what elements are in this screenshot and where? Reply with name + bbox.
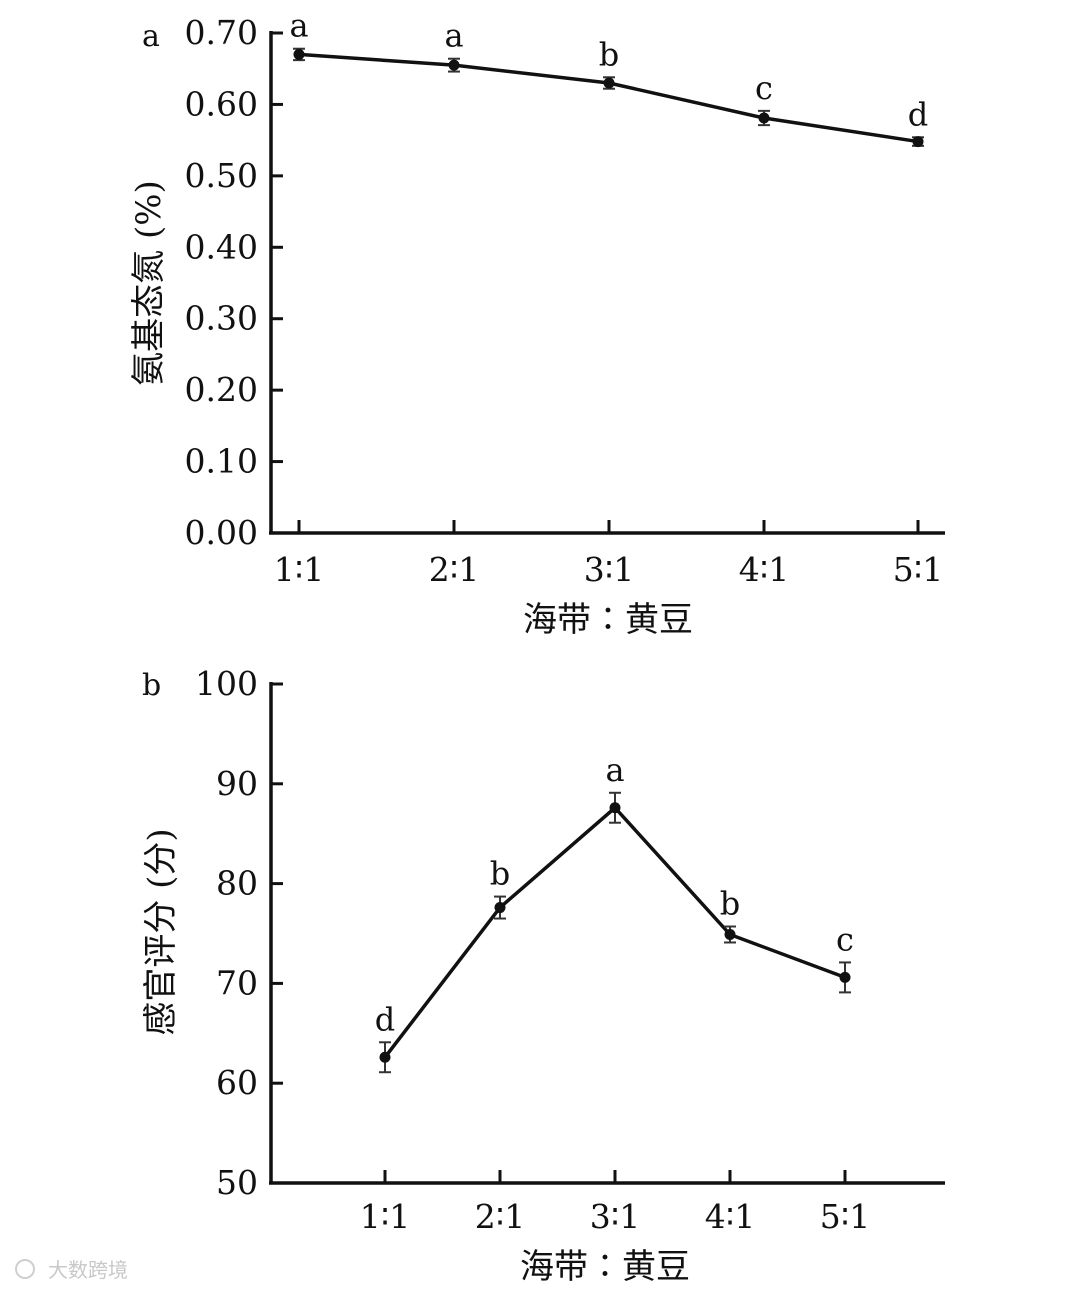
watermark-logo-icon xyxy=(15,1259,35,1279)
x-tick-label: 1∶1 xyxy=(360,1197,411,1236)
x-tick-label: 4∶1 xyxy=(705,1197,756,1236)
panel-label-a: a xyxy=(142,19,160,54)
x-tick-label: 1∶1 xyxy=(274,550,325,589)
data-point xyxy=(448,59,460,71)
significance-label: b xyxy=(490,855,510,893)
y-tick-label: 80 xyxy=(216,864,258,903)
x-tick-label: 2∶1 xyxy=(429,550,480,589)
significance-label: d xyxy=(908,95,928,133)
x-axis-title-a: 海带∶黄豆 xyxy=(523,600,693,640)
significance-label: c xyxy=(755,69,773,107)
y-axis-title-a: 氨基态氮 (%) xyxy=(129,180,169,386)
y-tick-label: 0.20 xyxy=(185,370,258,409)
x-tick-label: 3∶1 xyxy=(584,550,635,589)
significance-label: a xyxy=(444,17,463,55)
y-tick-label: 0.30 xyxy=(185,299,258,338)
y-tick-label: 60 xyxy=(216,1063,258,1102)
y-tick-label: 0.50 xyxy=(185,156,258,195)
significance-label: d xyxy=(375,1000,395,1038)
data-point xyxy=(758,112,770,124)
significance-label: c xyxy=(836,920,854,958)
data-point xyxy=(379,1051,391,1063)
watermark-text: 大数跨境 xyxy=(48,1258,128,1282)
x-tick-label: 4∶1 xyxy=(739,550,790,589)
data-point xyxy=(724,928,736,940)
panel-label-b: b xyxy=(142,668,161,703)
x-tick-label: 5∶1 xyxy=(820,1197,871,1236)
data-point xyxy=(494,902,506,914)
x-axis-title-b: 海带∶黄豆 xyxy=(520,1247,690,1287)
significance-label: a xyxy=(289,7,308,45)
y-tick-label: 0.10 xyxy=(185,442,258,481)
significance-label: b xyxy=(720,885,740,923)
chart-panel-b: b 感官评分 (分) 海带∶黄豆 50 60 70 80 90 100 1∶1 2∶1 3∶1 4… xyxy=(141,664,945,1287)
x-tick-label: 3∶1 xyxy=(590,1197,641,1236)
chart-panel-a: a 氨基态氮 (%) 海带∶黄豆 0.00 0.10 0.20 0.30 0.40 0.5… xyxy=(129,7,945,640)
x-tick-label: 5∶1 xyxy=(893,550,944,589)
y-tick-label: 0.00 xyxy=(185,513,258,552)
watermark: 大数跨境 xyxy=(15,1258,128,1282)
data-point xyxy=(293,48,305,60)
data-point xyxy=(912,136,924,148)
y-tick-label: 0.40 xyxy=(185,227,258,266)
y-tick-label: 100 xyxy=(195,664,258,703)
y-axis-title-b: 感官评分 (分) xyxy=(141,828,181,1035)
series-line xyxy=(383,806,846,1059)
y-tick-label: 0.60 xyxy=(185,84,258,123)
data-point xyxy=(603,77,615,89)
data-point xyxy=(839,971,851,983)
y-tick-label: 70 xyxy=(216,963,258,1002)
y-tick-label: 50 xyxy=(216,1163,258,1202)
significance-label: a xyxy=(605,751,624,789)
y-tick-label: 90 xyxy=(216,764,258,803)
x-tick-label: 2∶1 xyxy=(475,1197,526,1236)
data-point xyxy=(609,802,621,814)
significance-label: b xyxy=(599,35,619,73)
y-tick-label: 0.70 xyxy=(185,13,258,52)
